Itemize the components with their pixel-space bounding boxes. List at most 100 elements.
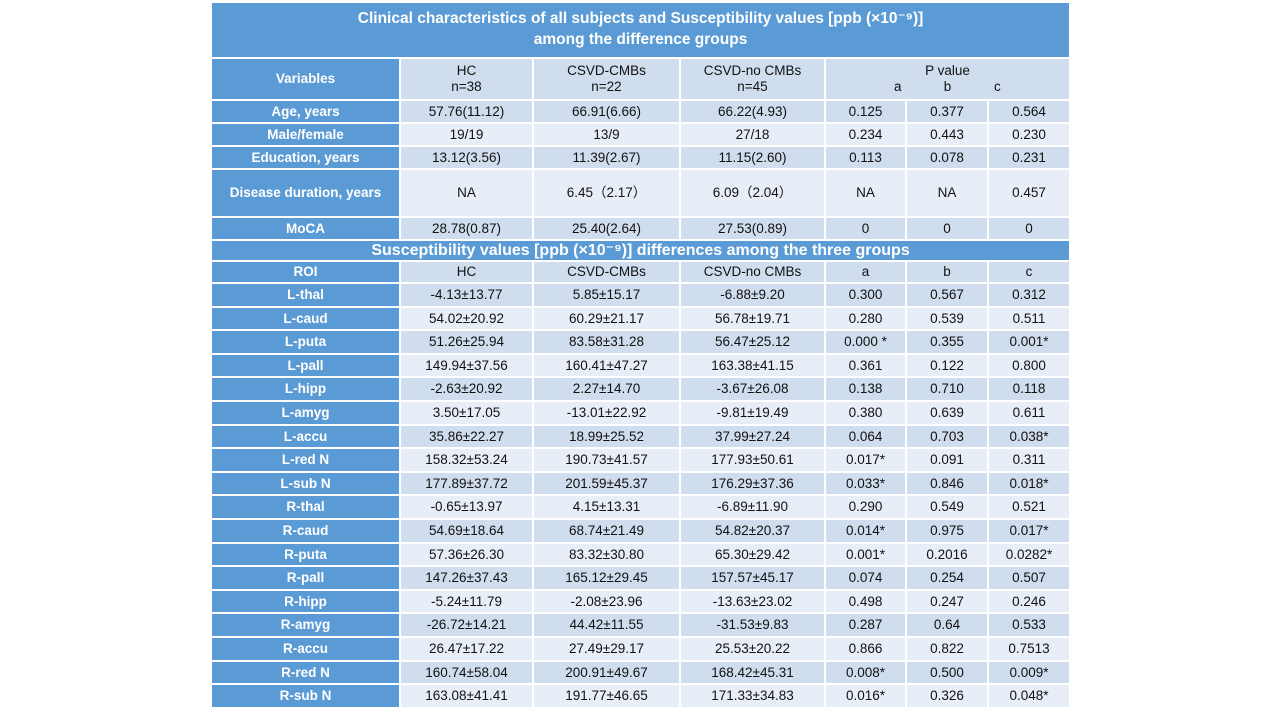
roi-cell-p-c: 0.038* [986, 423, 1072, 450]
roi-cell-hc: 163.08±41.41 [399, 683, 534, 709]
roi-cell-nocmbs: -13.63±23.02 [679, 588, 826, 615]
clinical-cell-p-a: 0.234 [824, 122, 907, 147]
clinical-cell-nocmbs: 11.15(2.60) [679, 145, 826, 170]
roi-c-header: c [986, 260, 1072, 284]
roi-cell-nocmbs: 37.99±27.24 [679, 423, 826, 450]
roi-row: L-red N 158.32±53.24 190.73±41.57 177.93±50… [210, 447, 1072, 473]
clinical-row-label: Male/female [210, 122, 401, 147]
roi-cell-p-c: 0.118 [986, 376, 1072, 402]
roi-row: R-red N 160.74±58.04 200.91±49.67 168.42±45… [210, 659, 1072, 686]
roi-cell-p-a: 0.001* [824, 541, 907, 568]
clinical-cell-cmbs: 25.40(2.64) [532, 216, 681, 241]
clinical-row: Age, years 57.76(11.12) 66.91(6.66) 66.22(4… [210, 99, 1072, 124]
roi-cell-p-b: 0.710 [905, 376, 989, 402]
roi-row: L-accu 35.86±22.27 18.99±25.52 37.99±27.24 0… [210, 423, 1072, 450]
roi-row: R-pall 147.26±37.43 165.12±29.45 157.57±45.… [210, 565, 1072, 591]
roi-cell-cmbs: 18.99±25.52 [532, 423, 681, 450]
roi-cell-p-b: 0.091 [905, 447, 989, 473]
roi-row: L-thal -4.13±13.77 5.85±15.17 -6.88±9.20 0.3… [210, 282, 1072, 308]
roi-cell-cmbs: 191.77±46.65 [532, 683, 681, 709]
roi-cell-cmbs: 68.74±21.49 [532, 517, 681, 544]
roi-cell-nocmbs: -31.53±9.83 [679, 612, 826, 638]
roi-row: L-sub N 177.89±37.72 201.59±45.37 176.29±37… [210, 470, 1072, 497]
clinical-row: Male/female 19/19 13/9 27/18 0.234 0.443 0.230 [210, 122, 1072, 147]
roi-cell-p-b: 0.254 [905, 565, 989, 591]
roi-cell-p-c: 0.507 [986, 565, 1072, 591]
clinical-cell-p-b: 0 [905, 216, 989, 241]
roi-cell-p-a: 0.498 [824, 588, 907, 615]
clinical-row-label: MoCA [210, 216, 401, 241]
roi-cell-nocmbs: 25.53±20.22 [679, 635, 826, 662]
clinical-cell-hc: NA [399, 168, 534, 218]
roi-row-label: R-red N [210, 659, 401, 686]
roi-cell-nocmbs: 163.38±41.15 [679, 352, 826, 379]
roi-cell-cmbs: 27.49±29.17 [532, 635, 681, 662]
slide-table-container: Clinical characteristics of all subjects… [209, 1, 1072, 709]
clinical-cell-hc: 13.12(3.56) [399, 145, 534, 170]
roi-cell-hc: -5.24±11.79 [399, 588, 534, 615]
roi-cell-p-b: 0.247 [905, 588, 989, 615]
roi-cell-nocmbs: 168.42±45.31 [679, 659, 826, 686]
roi-row-label: R-puta [210, 541, 401, 568]
roi-row-label: L-puta [210, 329, 401, 355]
roi-row-label: R-accu [210, 635, 401, 662]
roi-row-label: R-pall [210, 565, 401, 591]
roi-row: L-amyg 3.50±17.05 -13.01±22.92 -9.81±19.49 0… [210, 399, 1072, 426]
roi-cell-hc: 54.02±20.92 [399, 305, 534, 332]
roi-cell-hc: 57.36±26.30 [399, 541, 534, 568]
roi-row: L-puta 51.26±25.94 83.58±31.28 56.47±25.12 0… [210, 329, 1072, 355]
roi-cell-nocmbs: -9.81±19.49 [679, 399, 826, 426]
cmbs-header-label: CSVD-CMBs [567, 63, 646, 79]
roi-cell-nocmbs: 177.93±50.61 [679, 447, 826, 473]
clinical-cell-p-b: NA [905, 168, 989, 218]
roi-hc-header: HC [399, 260, 534, 284]
roi-row: R-thal -0.65±13.97 4.15±13.31 -6.89±11.90 0.… [210, 494, 1072, 520]
roi-cell-nocmbs: -3.67±26.08 [679, 376, 826, 402]
roi-cell-p-c: 0.001* [986, 329, 1072, 355]
roi-cell-p-b: 0.567 [905, 282, 989, 308]
roi-cell-p-c: 0.311 [986, 447, 1072, 473]
roi-row: R-amyg -26.72±14.21 44.42±11.55 -31.53±9.83… [210, 612, 1072, 638]
clinical-row: Education, years 13.12(3.56) 11.39(2.67) 11… [210, 145, 1072, 170]
roi-cell-hc: 3.50±17.05 [399, 399, 534, 426]
roi-cell-cmbs: 5.85±15.17 [532, 282, 681, 308]
roi-cell-p-a: 0.361 [824, 352, 907, 379]
roi-cell-p-a: 0.300 [824, 282, 907, 308]
roi-row: R-caud 54.69±18.64 68.74±21.49 54.82±20.37 0… [210, 517, 1072, 544]
roi-header: ROI [210, 260, 401, 284]
roi-cell-p-b: 0.500 [905, 659, 989, 686]
hc-header: HC n=38 [399, 57, 534, 101]
cmbs-header: CSVD-CMBs n=22 [532, 57, 681, 101]
roi-cell-p-c: 0.800 [986, 352, 1072, 379]
roi-cell-p-b: 0.122 [905, 352, 989, 379]
roi-row: L-caud 54.02±20.92 60.29±21.17 56.78±19.71 0… [210, 305, 1072, 332]
roi-cell-hc: -0.65±13.97 [399, 494, 534, 520]
roi-cell-p-a: 0.280 [824, 305, 907, 332]
roi-cell-p-b: 0.2016 [905, 541, 989, 568]
roi-cell-p-b: 0.822 [905, 635, 989, 662]
roi-cell-p-c: 0.533 [986, 612, 1072, 638]
clinical-row: Disease duration, years NA 6.45（2.17） 6.09（… [210, 168, 1072, 218]
clinical-cell-nocmbs: 27/18 [679, 122, 826, 147]
pvalue-header-label: P value [925, 63, 970, 79]
section2-title: Susceptibility values [ppb (×10⁻⁹)] diff… [209, 239, 1072, 262]
roi-header-row: ROI HC CSVD-CMBs CSVD-no CMBs a b c [210, 260, 1072, 284]
roi-row: R-sub N 163.08±41.41 191.77±46.65 171.33±34… [210, 683, 1072, 709]
pvalue-header: P value a b c [823, 57, 1072, 101]
title-row: Clinical characteristics of all subjects… [209, 1, 1072, 59]
roi-cell-p-b: 0.326 [905, 683, 989, 709]
clinical-row-label: Disease duration, years [210, 168, 401, 218]
roi-cell-p-c: 0.009* [986, 659, 1072, 686]
clinical-cell-hc: 19/19 [399, 122, 534, 147]
roi-cell-cmbs: 83.32±30.80 [532, 541, 681, 568]
roi-cell-hc: -26.72±14.21 [399, 612, 534, 638]
roi-cell-nocmbs: 54.82±20.37 [679, 517, 826, 544]
pvalue-subheaders: a b c [827, 79, 1068, 95]
table-title-line1: Clinical characteristics of all subjects… [357, 10, 924, 28]
roi-cell-p-b: 0.539 [905, 305, 989, 332]
roi-cell-p-a: 0.064 [824, 423, 907, 450]
roi-cell-p-c: 0.017* [986, 517, 1072, 544]
roi-cell-hc: 149.94±37.56 [399, 352, 534, 379]
roi-cell-hc: 147.26±37.43 [399, 565, 534, 591]
clinical-cell-hc: 28.78(0.87) [399, 216, 534, 241]
